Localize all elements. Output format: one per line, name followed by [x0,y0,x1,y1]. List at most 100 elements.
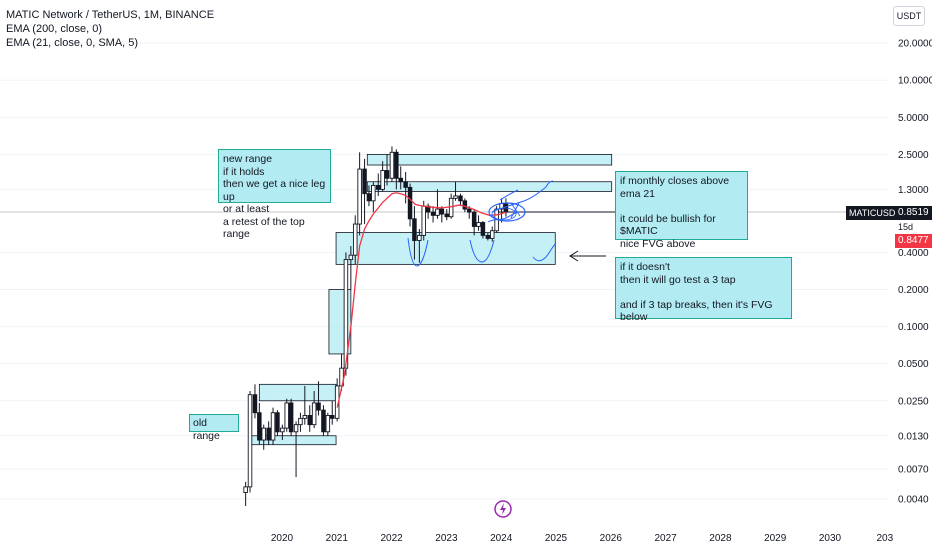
candle-body [389,151,395,179]
candle [403,171,408,204]
drawing-x-mark [510,202,521,219]
candle-body [371,184,376,202]
candle [293,421,299,478]
x-tick-label: 203 [876,533,893,544]
candle-body [275,412,280,433]
candle-body [298,417,303,426]
range-box[interactable] [366,181,613,192]
chart-legend: MATIC Network / TetherUS, 1M, BINANCE EM… [6,8,214,50]
ema21-label[interactable]: EMA (21, close, 0, SMA, 5) [6,37,139,49]
candle [412,206,417,260]
drawing-scribble [491,180,554,213]
candle [389,146,395,182]
drawing-u-2 [469,239,495,263]
candle [458,193,463,207]
candle [247,391,253,493]
range-zones [250,154,613,446]
last-price-label: 0.8519 [895,206,932,220]
candle [243,481,248,506]
candle-body [284,402,289,429]
currency-button[interactable]: USDT [893,6,925,26]
candle-body [403,181,408,188]
candle [471,209,477,236]
candle [462,198,468,213]
candle [435,189,440,219]
candle-body [384,170,390,179]
candle-body [243,486,248,493]
candle-body [398,177,403,183]
candle [380,161,385,192]
y-tick-label: 1.3000 [898,185,929,196]
candle [288,398,294,436]
y-tick-label: 0.2000 [898,285,929,296]
candle-body [302,415,308,419]
candle [476,215,481,231]
y-tick-label: 2.5000 [898,150,929,161]
candle-body [366,193,372,202]
range-box[interactable] [335,232,556,265]
y-tick-label: 0.0070 [898,464,929,475]
candle-body [480,222,486,236]
candle [362,158,367,225]
note-new-range[interactable]: new range if it holds then we get a nice… [218,149,331,240]
note-if-doesnt[interactable]: if it doesn't then it will go test a 3 t… [615,257,792,323]
x-tick-label: 2024 [490,533,513,544]
candle-body [444,213,450,218]
range-box[interactable] [366,154,613,166]
drawing-wave [487,211,520,223]
candle [480,220,486,239]
y-tick-label: 0.1000 [898,322,929,333]
candle-body [448,197,454,218]
note-monthly-close[interactable]: if monthly closes above ema 21 it could … [615,171,748,250]
candle [407,183,413,227]
candles [243,146,509,506]
y-tick-label: 0.0130 [898,431,929,442]
x-tick-label: 2030 [819,533,842,544]
drawing-u-1 [407,237,429,267]
candle-body [421,205,426,236]
note-old-range[interactable]: old range [189,414,239,442]
candle-body [357,168,362,225]
ticker-label: MATICUSDT [846,206,904,220]
x-tick-label: 2029 [764,533,787,544]
candle-body [329,415,335,419]
candle [252,384,258,419]
x-tick-label: 2020 [271,533,294,544]
candle [280,424,285,441]
candle-body [362,168,367,195]
candle-body [435,208,440,216]
candle-body [311,402,317,426]
candle-body [466,208,472,213]
candle-body [462,200,468,210]
candle-body [352,223,358,256]
candle-body [316,402,321,411]
candle [444,209,450,221]
candle [439,206,445,223]
candle-body [261,427,266,441]
hand-drawings [407,180,606,267]
lightning-icon[interactable] [494,500,512,518]
candle-body [453,195,458,199]
candle [485,232,491,241]
range-box[interactable] [258,383,337,402]
x-tick-label: 2025 [545,533,568,544]
candle [311,391,317,429]
candle-body [489,230,495,239]
candle [384,154,390,186]
ema200-label[interactable]: EMA (200, close, 0) [6,23,102,35]
candle [430,206,436,223]
candle [266,421,271,445]
candle [417,228,422,263]
candle-body [476,222,481,227]
candle-body [412,218,417,241]
candle-body [394,151,399,179]
candle-body [280,427,285,433]
ema-price-label: 0.8477 [895,234,932,248]
symbol-title[interactable]: MATIC Network / TetherUS, 1M, BINANCE [6,9,215,21]
candle-body [270,412,276,441]
candle [321,405,326,436]
candle [302,385,308,425]
candle [316,381,321,416]
candle [325,412,331,436]
